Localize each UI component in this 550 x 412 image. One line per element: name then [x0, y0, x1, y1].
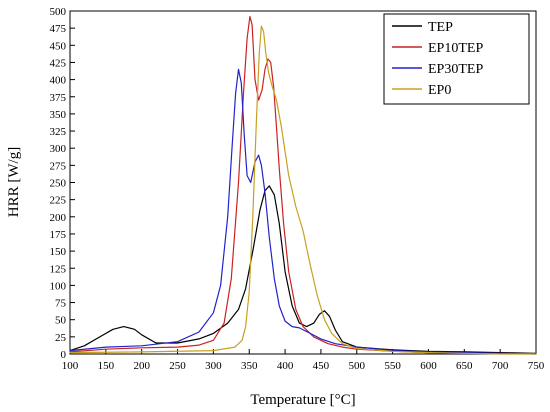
y-tick-label: 175	[50, 229, 67, 241]
y-tick-label: 250	[50, 178, 67, 190]
x-tick-label: 500	[349, 360, 366, 372]
y-tick-label: 350	[50, 109, 67, 121]
y-tick-label: 0	[61, 349, 67, 361]
legend-label-ep0: EP0	[428, 83, 451, 98]
x-tick-label: 750	[528, 360, 545, 372]
legend-label-tep: TEP	[428, 20, 453, 35]
legend: TEP EP10TEP EP30TEP EP0	[383, 13, 530, 105]
y-tick-label: 200	[50, 212, 67, 224]
series-line-ep10tep	[69, 15, 537, 355]
legend-entries: TEP EP10TEP EP30TEP EP0	[392, 20, 483, 98]
x-tick-label: 650	[456, 360, 473, 372]
y-tick-label: 325	[50, 126, 67, 138]
series-line-ep30tep	[69, 68, 537, 355]
series-line-ep0	[69, 25, 537, 355]
y-tick-label: 375	[50, 92, 67, 104]
y-tick-label: 25	[55, 332, 67, 344]
x-tick-label: 450	[313, 360, 330, 372]
x-tick-label: 300	[205, 360, 222, 372]
x-tick-label: 700	[492, 360, 509, 372]
x-tick-label: 600	[420, 360, 437, 372]
y-tick-label: 100	[50, 280, 67, 292]
series-line-tep	[69, 185, 537, 354]
y-tick-label: 150	[50, 246, 67, 258]
y-tick-label: 300	[50, 143, 67, 155]
series-layer	[69, 15, 537, 355]
x-tick-label: 100	[62, 360, 79, 372]
x-tick-label: 550	[384, 360, 401, 372]
y-tick-label: 50	[55, 315, 67, 327]
x-axis-title: Temperature [°C]	[250, 392, 355, 408]
x-tick-label: 250	[169, 360, 186, 372]
y-tick-label: 225	[50, 195, 67, 207]
x-tick-label: 200	[133, 360, 150, 372]
y-tick-label: 400	[50, 75, 67, 87]
legend-label-ep10tep: EP10TEP	[428, 41, 483, 56]
legend-box	[383, 13, 530, 105]
y-axis-title: HRR [W/g]	[6, 147, 22, 217]
x-tick-label: 400	[277, 360, 294, 372]
x-tick-label: 150	[98, 360, 115, 372]
ticks-layer: 100 150 200 250 300 350 400 450 500 550 600 650 700 7…	[50, 6, 545, 372]
y-tick-label: 425	[50, 57, 67, 69]
x-tick-label: 350	[241, 360, 258, 372]
y-tick-label: 75	[55, 298, 67, 310]
y-tick-label: 275	[50, 160, 67, 172]
y-tick-label: 125	[50, 263, 67, 275]
y-tick-label: 500	[50, 6, 67, 18]
y-tick-label: 475	[50, 23, 67, 35]
y-tick-label: 450	[50, 40, 67, 52]
legend-label-ep30tep: EP30TEP	[428, 62, 483, 77]
